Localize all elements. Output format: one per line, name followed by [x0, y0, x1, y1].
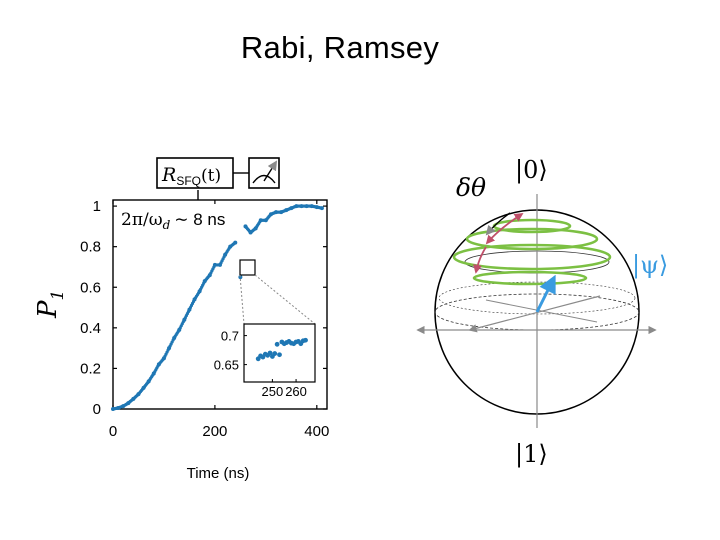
- inset-data-point: [274, 341, 280, 347]
- bloch-sphere: |0⟩ |1⟩ |ψ⟩ δθ: [416, 156, 668, 469]
- data-series: [111, 204, 324, 411]
- x-axis: 0 200 400: [109, 200, 329, 440]
- inset-y-tick-label: 0.7: [221, 329, 239, 344]
- period-annotation: 2π/ωd ∼ 8 ns: [121, 210, 225, 232]
- inset-data-point: [303, 337, 308, 343]
- y-tick-label: 0.2: [80, 360, 101, 377]
- x-tick-label: 200: [202, 423, 227, 440]
- data-point: [319, 206, 324, 211]
- rsfq-gate-label: RSFQ(t): [161, 164, 221, 188]
- x-tick-label: 0: [109, 423, 117, 440]
- rsfq-gate-box: [156, 157, 234, 189]
- y-tick-label: 0.8: [80, 239, 101, 256]
- x-axis-arrow: [468, 295, 601, 333]
- inset-data-point: [267, 350, 273, 356]
- inset-y-tick-label: 0.65: [214, 358, 239, 373]
- y-axis: 0 0.2 0.4 0.6 0.8 1: [80, 198, 327, 418]
- inset-data-series: [255, 337, 308, 362]
- inset-x-tick-label: 260: [285, 384, 307, 399]
- y-tick-label: 1: [93, 198, 101, 215]
- data-point: [233, 240, 238, 245]
- zoom-region-box: [239, 259, 256, 276]
- inset-data-point: [277, 352, 282, 358]
- inset-plot: 0.65 0.7 250 260: [214, 323, 316, 399]
- inset-x-tick-label: 250: [262, 384, 284, 399]
- rabi-chart: 0 0.2 0.4 0.6 0.8 1 0 200 400 Time (ns) P1 2π/ω…: [33, 198, 329, 482]
- x-axis-label: Time (ns): [187, 465, 250, 482]
- zoom-connector-right: [254, 274, 316, 325]
- y-axis-label: P1: [33, 290, 68, 319]
- zoom-connector-left: [239, 274, 245, 325]
- ket-psi-label: |ψ⟩: [632, 251, 668, 280]
- trajectory-red: [473, 213, 524, 274]
- y-tick-label: 0: [93, 401, 101, 418]
- circuit-diagram: RSFQ(t): [156, 157, 280, 200]
- y-tick-label: 0.4: [80, 320, 101, 337]
- delta-theta-label: δθ: [456, 173, 486, 202]
- inset-x-axis: 250 260: [262, 379, 307, 399]
- state-vector: [535, 274, 556, 313]
- slide-title: Rabi, Ramsey: [240, 30, 440, 65]
- diag-axis: [485, 299, 598, 323]
- inset-data-point: [272, 351, 278, 356]
- measurement-icon: [248, 157, 280, 189]
- ket-one-label: |1⟩: [515, 440, 548, 469]
- inset-y-axis: 0.65 0.7: [214, 329, 247, 373]
- data-point: [238, 275, 243, 280]
- y-tick-label: 0.6: [80, 279, 101, 296]
- x-tick-label: 400: [304, 423, 329, 440]
- ket-zero-label: |0⟩: [515, 156, 548, 185]
